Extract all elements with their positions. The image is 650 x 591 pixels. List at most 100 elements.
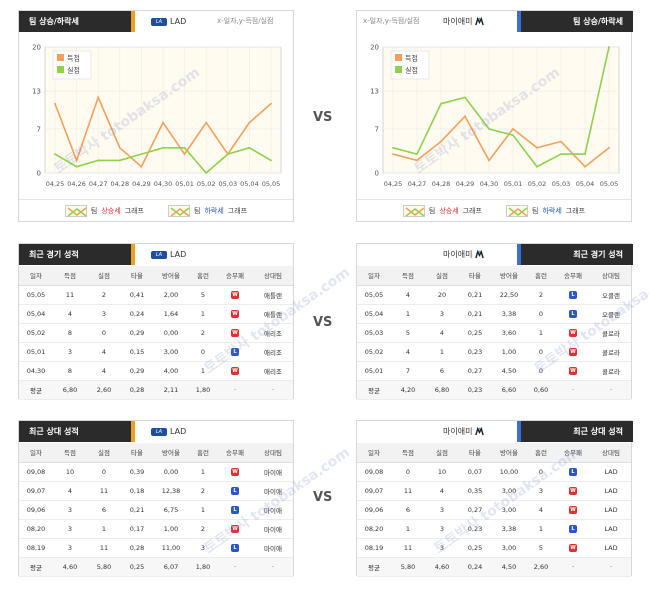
table-cell: 평균 — [357, 557, 391, 577]
table-cell: 0,28 — [121, 380, 153, 400]
table-row: 05,02 4 1 0,23 1,00 0 W 콜로라 — [357, 342, 631, 362]
table-cell: · — [555, 380, 591, 400]
data-point — [226, 153, 229, 155]
table-cell: 04,30 — [19, 361, 53, 381]
table-cell: 08,19 — [19, 538, 53, 558]
table-cell: 1 — [189, 304, 217, 324]
table-cell: 05,05 — [357, 285, 391, 305]
table-cell: 1 — [527, 519, 555, 539]
win-badge-icon: W — [569, 329, 577, 337]
table-cell: 3,38 — [491, 519, 527, 539]
table-cell: 3 — [425, 519, 459, 539]
data-point — [416, 153, 418, 155]
column-header: 홈런 — [189, 443, 217, 463]
table-cell: 09,06 — [357, 500, 391, 520]
table-cell: 4,20 — [391, 380, 425, 400]
table-cell: 0,21 — [459, 304, 491, 324]
win-badge-icon: W — [569, 367, 577, 375]
up-trend-icon — [402, 204, 425, 217]
table-cell: 0,35 — [459, 481, 491, 501]
legend-swatch — [395, 66, 402, 73]
column-header: 방어율 — [491, 443, 527, 463]
table-cell: 0,41 — [121, 285, 153, 305]
table-cell: 4 — [53, 481, 87, 501]
table-cell: 4 — [425, 481, 459, 501]
table-cell: 6,80 — [425, 380, 459, 400]
x-tick-label: 04,25 — [384, 180, 403, 188]
table-cell: 1 — [527, 323, 555, 343]
table-header-row: 일자 득점 실점 타율 방어율 홈런 승무패 상대팀 — [357, 266, 631, 286]
table-cell: 7 — [391, 361, 425, 381]
y-tick-label: 7 — [37, 125, 41, 133]
right-recent-table: 일자 득점 실점 타율 방어율 홈런 승무패 상대팀 05,05 4 20 0,21 22,50 2 L 오클… — [357, 266, 631, 400]
table-cell: 2,60 — [527, 557, 555, 577]
table-cell: 4 — [87, 361, 121, 381]
column-header: 승무패 — [217, 266, 253, 286]
table-cell: 0,24 — [121, 304, 153, 324]
data-point — [440, 102, 442, 105]
table-cell: LAD — [591, 519, 631, 539]
table-cell: 09,06 — [19, 500, 53, 520]
column-header: 방어율 — [153, 443, 189, 463]
column-header: 상대팀 — [253, 266, 293, 286]
table-row: 05,05 4 20 0,21 22,50 2 L 오클랜 — [357, 285, 631, 305]
table-cell: 1 — [189, 462, 217, 482]
table-row: 08,19 3 11 0,28 11,00 3 L 마이애 — [19, 538, 293, 558]
table-cell: 5 — [189, 285, 217, 305]
table-cell: 3,00 — [153, 342, 189, 362]
table-cell: · — [591, 380, 631, 400]
data-point — [536, 165, 538, 168]
vs-label-h2h: VS — [313, 490, 333, 505]
table-cell: 애틀랜 — [253, 304, 293, 324]
table-cell: 0,25 — [121, 557, 153, 577]
data-point — [392, 146, 394, 149]
left-recent-table: 일자 득점 실점 타율 방어율 홈런 승무패 상대팀 05,05 11 2 0,41 2,00 5 W 애틀랜… — [19, 266, 293, 400]
table-cell: 3 — [53, 500, 87, 520]
win-badge-icon: W — [231, 367, 239, 375]
x-tick-label: 05,01 — [504, 180, 523, 188]
table-cell: 2,00 — [153, 285, 189, 305]
table-cell: 애리조 — [253, 342, 293, 362]
column-header: 득점 — [391, 443, 425, 463]
table-cell: 오클랜 — [591, 304, 631, 324]
table-cell: 0,27 — [459, 500, 491, 520]
table-cell: 6 — [87, 500, 121, 520]
right-h2h-title: 최근 상대 성적 — [521, 421, 633, 442]
table-cell: 1,00 — [153, 519, 189, 539]
left-h2h-table: 일자 득점 실점 타율 방어율 홈런 승무패 상대팀 09,08 10 0 0,39 0,00 1 W 마이애… — [19, 443, 293, 577]
column-header: 승무패 — [555, 266, 591, 286]
table-cell: 0 — [527, 304, 555, 324]
table-cell: 2 — [189, 519, 217, 539]
right-h2h-panel: 마이애미 최근 상대 성적 일자 득점 실점 타율 방어율 홈런 승무패 상대팀 09,08 0 1… — [356, 420, 633, 577]
table-cell: 05,04 — [357, 304, 391, 324]
table-cell: LAD — [591, 538, 631, 558]
left-chart-team: LA LAD — [151, 11, 186, 32]
right-chart-header: x-일자,y-득점/실점 마이애미 팀 상승/하락세 — [357, 11, 633, 32]
table-cell: 3 — [189, 538, 217, 558]
table-cell: 11 — [391, 481, 425, 501]
table-cell: 0,00 — [153, 462, 189, 482]
table-row: 05,03 5 4 0,25 3,60 1 W 콜로라 — [357, 323, 631, 343]
column-header: 일자 — [357, 266, 391, 286]
table-cell: 11,00 — [153, 538, 189, 558]
y-tick-label: 13 — [32, 88, 41, 96]
win-badge-icon: W — [231, 525, 239, 533]
table-cell: 2 — [189, 481, 217, 501]
table-cell: 마이애 — [253, 538, 293, 558]
table-cell: 콜로라 — [591, 361, 631, 381]
table-cell: 3 — [425, 304, 459, 324]
average-row: 평균 5,80 4,60 0,24 4,50 2,60 · · — [357, 557, 631, 577]
table-cell: 0 — [527, 342, 555, 362]
table-cell: 05,02 — [19, 323, 53, 343]
left-chart-header: 팀 상승/하락세 LA LAD x-일자,y-득점/실점 — [19, 11, 295, 32]
table-cell: 05,02 — [357, 342, 391, 362]
table-cell: 4 — [527, 500, 555, 520]
left-chart-title: 팀 상승/하락세 — [19, 11, 131, 32]
table-row: 05,01 3 4 0,15 3,00 0 L 애리조 — [19, 342, 293, 362]
table-row: 09,06 6 3 0,27 3,00 4 W LAD — [357, 500, 631, 520]
column-header: 방어율 — [491, 266, 527, 286]
x-tick-label: 04,29 — [132, 180, 151, 188]
column-header: 타율 — [121, 266, 153, 286]
table-cell: · — [253, 557, 293, 577]
